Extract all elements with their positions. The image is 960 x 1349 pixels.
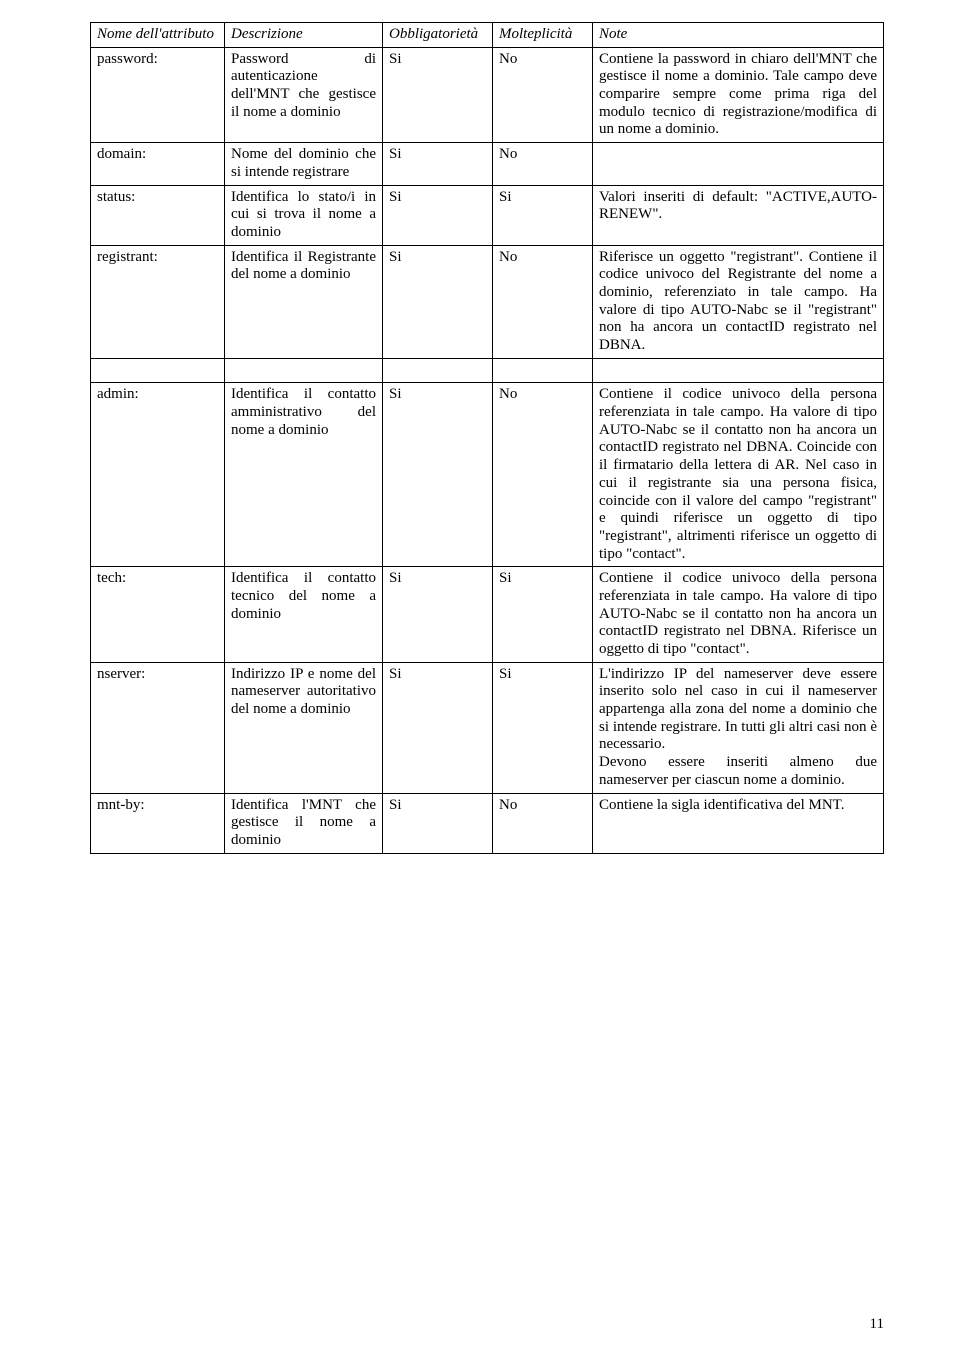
note-cell: Contiene la sigla identificativa del MNT… [593,793,884,853]
molteplicita-cell: No [493,245,593,358]
attributes-table: Nome dell'attributoDescrizioneObbligator… [90,22,884,854]
note-cell: Contiene il codice univoco della persona… [593,383,884,567]
molteplicita-cell: No [493,47,593,142]
table-row: mnt-by:Identifica l'MNT che gestisce il … [91,793,884,853]
table-gap-row [91,358,884,383]
gap-cell [383,358,493,383]
obbligatorieta-cell: Si [383,185,493,245]
table-row: password:Password di autenticazione dell… [91,47,884,142]
table-header-row: Nome dell'attributoDescrizioneObbligator… [91,23,884,48]
attr-name-cell: mnt-by: [91,793,225,853]
molteplicita-cell: Si [493,567,593,662]
header-cell-note: Note [593,23,884,48]
obbligatorieta-cell: Si [383,662,493,793]
obbligatorieta-cell: Si [383,47,493,142]
attr-name-cell: admin: [91,383,225,567]
attr-name-cell: tech: [91,567,225,662]
description-cell: Indirizzo IP e nome del nameserver autor… [225,662,383,793]
description-cell: Identifica lo stato/i in cui si trova il… [225,185,383,245]
description-cell: Identifica l'MNT che gestisce il nome a … [225,793,383,853]
header-cell-molt: Molteplicità [493,23,593,48]
attr-name-cell: nserver: [91,662,225,793]
note-cell: L'indirizzo IP del nameserver deve esser… [593,662,884,793]
description-cell: Identifica il Registrante del nome a dom… [225,245,383,358]
attr-name-cell: registrant: [91,245,225,358]
obbligatorieta-cell: Si [383,567,493,662]
description-cell: Identifica il contatto tecnico del nome … [225,567,383,662]
note-cell [593,143,884,185]
page: Nome dell'attributoDescrizioneObbligator… [0,0,960,1349]
obbligatorieta-cell: Si [383,793,493,853]
gap-cell [225,358,383,383]
table-row: registrant:Identifica il Registrante del… [91,245,884,358]
table-row: domain:Nome del dominio che si intende r… [91,143,884,185]
header-cell-obbl: Obbligatorietà [383,23,493,48]
obbligatorieta-cell: Si [383,383,493,567]
table-row: tech:Identifica il contatto tecnico del … [91,567,884,662]
gap-cell [593,358,884,383]
molteplicita-cell: No [493,793,593,853]
page-number: 11 [870,1316,884,1333]
attr-name-cell: password: [91,47,225,142]
description-cell: Password di autenticazione dell'MNT che … [225,47,383,142]
note-cell: Contiene la password in chiaro dell'MNT … [593,47,884,142]
header-cell-desc: Descrizione [225,23,383,48]
gap-cell [91,358,225,383]
table-row: nserver:Indirizzo IP e nome del nameserv… [91,662,884,793]
attr-name-cell: status: [91,185,225,245]
header-cell-attr: Nome dell'attributo [91,23,225,48]
note-cell: Valori inseriti di default: "ACTIVE,AUTO… [593,185,884,245]
obbligatorieta-cell: Si [383,143,493,185]
obbligatorieta-cell: Si [383,245,493,358]
molteplicita-cell: No [493,383,593,567]
description-cell: Nome del dominio che si intende registra… [225,143,383,185]
molteplicita-cell: Si [493,185,593,245]
attr-name-cell: domain: [91,143,225,185]
note-cell: Contiene il codice univoco della persona… [593,567,884,662]
note-cell: Riferisce un oggetto "registrant". Conti… [593,245,884,358]
table-row: admin:Identifica il contatto amministrat… [91,383,884,567]
molteplicita-cell: No [493,143,593,185]
gap-cell [493,358,593,383]
description-cell: Identifica il contatto amministrativo de… [225,383,383,567]
molteplicita-cell: Si [493,662,593,793]
table-row: status:Identifica lo stato/i in cui si t… [91,185,884,245]
